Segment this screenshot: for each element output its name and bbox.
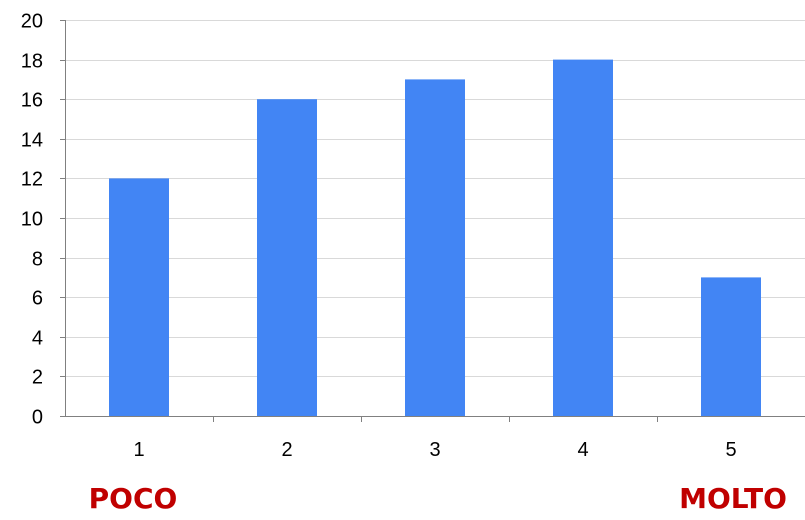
y-tick-label: 16 xyxy=(21,90,43,112)
axes xyxy=(60,20,805,422)
y-tick-label: 20 xyxy=(21,11,43,33)
y-tick-label: 2 xyxy=(32,367,43,389)
x-tick-label: 5 xyxy=(725,439,736,461)
y-tick-label: 6 xyxy=(32,288,43,310)
y-tick-labels: 0 2 4 6 8 10 12 14 16 18 20 xyxy=(21,11,43,429)
bar-5 xyxy=(701,277,761,416)
scale-low-label: POCO xyxy=(89,482,178,515)
bar-3 xyxy=(405,79,465,417)
x-tick-label: 1 xyxy=(133,439,144,461)
y-tick-label: 10 xyxy=(21,209,43,231)
bar-2 xyxy=(257,99,317,416)
x-tick-label: 4 xyxy=(577,439,588,461)
scale-high-label: MOLTO xyxy=(679,482,787,515)
bars xyxy=(109,59,761,417)
x-tick-label: 3 xyxy=(429,439,440,461)
y-tick-label: 14 xyxy=(21,130,43,152)
y-tick-label: 12 xyxy=(21,169,43,191)
y-tick-label: 0 xyxy=(32,407,43,429)
bar-4 xyxy=(553,59,613,416)
x-tick-label: 2 xyxy=(281,439,292,461)
y-tick-label: 8 xyxy=(32,249,43,271)
x-tick-labels: 1 2 3 4 5 xyxy=(133,439,736,461)
bar-1 xyxy=(109,178,169,416)
y-tick-label: 18 xyxy=(21,51,43,73)
y-tick-label: 4 xyxy=(32,328,43,350)
